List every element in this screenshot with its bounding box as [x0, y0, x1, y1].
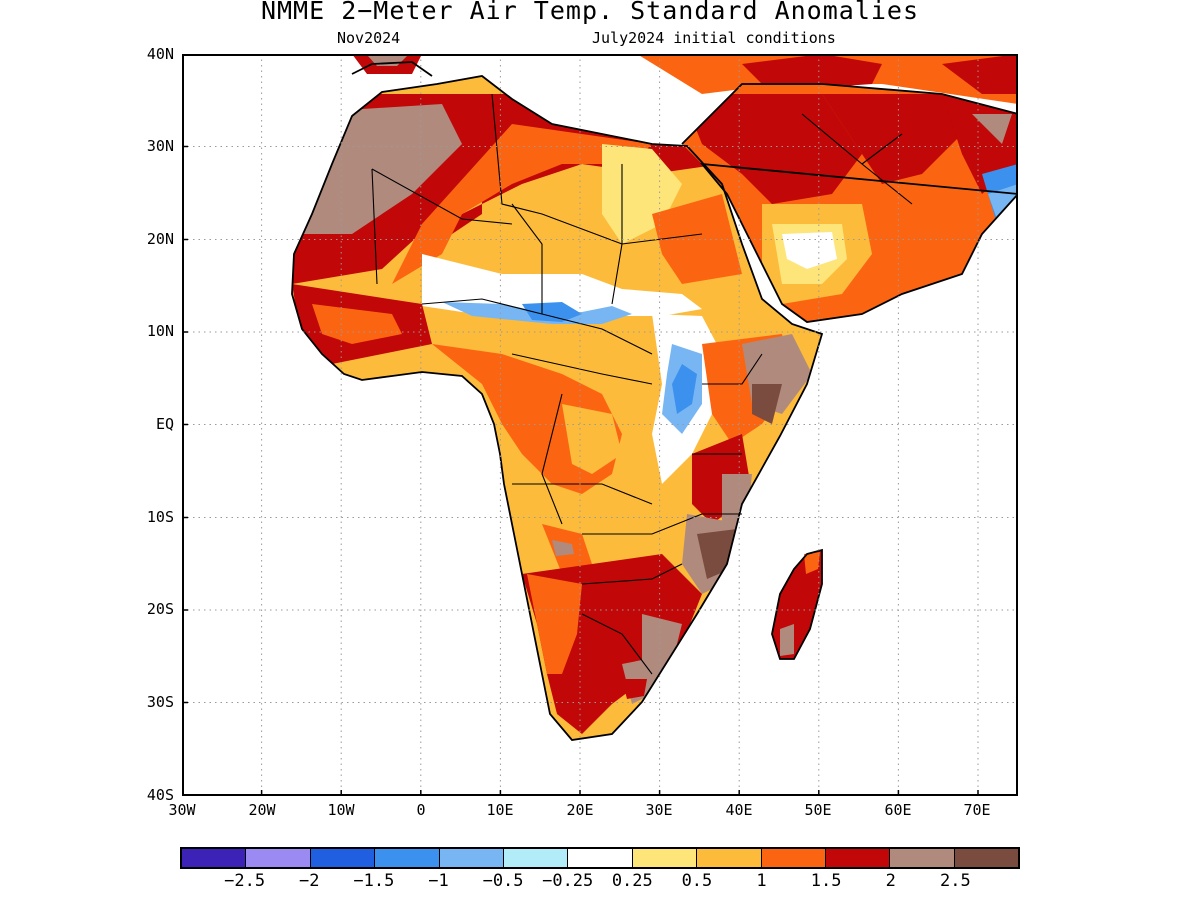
lon-tick-label: 10W: [327, 801, 355, 819]
colorbar-swatch: [310, 849, 376, 867]
anomaly-map: [182, 54, 1018, 796]
colorbar-label: −0.25: [542, 871, 594, 891]
colorbar-swatch: [954, 849, 1019, 867]
colorbar-label: −2.5: [224, 871, 266, 891]
lon-tick-label: 50E: [804, 801, 832, 819]
colorbar-swatch: [568, 849, 633, 867]
colorbar-swatch: [890, 849, 955, 867]
colorbar-swatch: [697, 849, 762, 867]
colorbar-swatch: [182, 849, 247, 867]
lon-tick-label: 10E: [486, 801, 514, 819]
lat-tick-label: 20S: [146, 600, 174, 618]
lat-tick-label: EQ: [155, 415, 174, 433]
colorbar-swatch: [632, 849, 698, 867]
lon-tick-label: 70E: [963, 801, 991, 819]
colorbar-swatch: [761, 849, 826, 867]
lon-tick-label: 60E: [884, 801, 912, 819]
lat-tick-label: 30S: [146, 693, 174, 711]
initial-conditions: July2024 initial conditions: [592, 29, 836, 47]
colorbar-label: 2: [885, 871, 896, 891]
colorbar-swatch: [375, 849, 440, 867]
colorbar-label: 0.5: [681, 871, 713, 891]
lat-tick-label: 40N: [146, 45, 174, 63]
grid-lines: [182, 54, 1018, 796]
colorbar-swatch: [825, 849, 891, 867]
lon-tick-label: 20E: [566, 801, 594, 819]
colorbar-label: 1: [756, 871, 767, 891]
map-panel: [182, 54, 1018, 796]
colorbar-label: −2: [298, 871, 320, 891]
lon-tick-label: 0: [416, 801, 426, 819]
lat-tick-label: 30N: [146, 137, 174, 155]
coastlines: [291, 61, 1018, 741]
lon-tick-label: 40E: [725, 801, 753, 819]
colorbar-label: 0.25: [611, 871, 653, 891]
lon-tick-label: 20W: [248, 801, 276, 819]
lon-tick-label: 30E: [645, 801, 673, 819]
lat-tick-label: 10S: [146, 508, 174, 526]
forecast-month: Nov2024: [337, 29, 401, 47]
lon-tick-label: 30W: [168, 801, 196, 819]
colorbar-swatch: [503, 849, 569, 867]
map-title: NMME 2−Meter Air Temp. Standard Anomalie…: [260, 0, 920, 25]
colorbar-label: −1.5: [353, 871, 395, 891]
colorbar-label: −0.5: [482, 871, 524, 891]
colorbar-label: 1.5: [810, 871, 842, 891]
lat-tick-label: 20N: [146, 230, 174, 248]
lat-tick-label: 40S: [146, 786, 174, 804]
colorbar-label: 2.5: [940, 871, 971, 891]
colorbar-swatch: [246, 849, 311, 867]
colorbar-label: −1: [428, 871, 449, 891]
country-borders: [371, 93, 913, 675]
lat-tick-label: 10N: [146, 322, 174, 340]
arabia-anomaly-field: [682, 84, 1018, 322]
madagascar: [772, 550, 822, 659]
colorbar: [180, 847, 1020, 869]
colorbar-swatch: [439, 849, 504, 867]
map-frame: [182, 54, 1018, 796]
